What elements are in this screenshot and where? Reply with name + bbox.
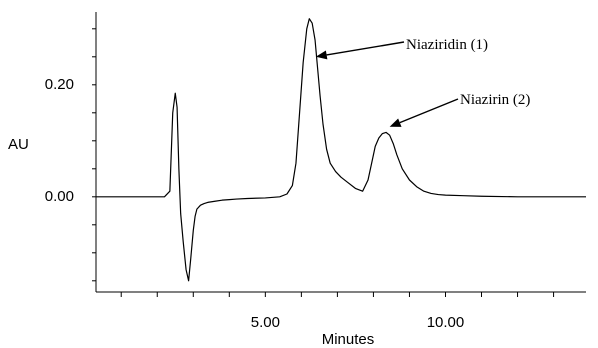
y-axis-title: AU — [8, 136, 29, 153]
x-tick-label-0: 5.00 — [251, 314, 280, 331]
annotation-label-niazirin: Niazirin (2) — [460, 92, 530, 108]
x-tick-label-1: 10.00 — [427, 314, 465, 331]
arrow-head-niaziridin — [315, 50, 328, 60]
y-tick-label-1: 0.20 — [45, 76, 74, 93]
annotation-label-niaziridin: Niaziridin (1) — [406, 37, 488, 53]
arrow-niazirin — [399, 98, 459, 124]
x-minor-ticks — [120, 292, 555, 297]
chromatogram-trace — [96, 18, 586, 282]
y-minor-ticks — [92, 28, 96, 282]
annotation-niazirin: Niazirin (2) — [389, 92, 530, 127]
x-axis-title: Minutes — [322, 331, 375, 348]
annotation-niaziridin: Niaziridin (1) — [315, 37, 488, 60]
arrow-head-niazirin — [389, 118, 402, 127]
arrow-niaziridin — [326, 41, 405, 56]
y-tick-label-0: 0.00 — [45, 188, 74, 205]
